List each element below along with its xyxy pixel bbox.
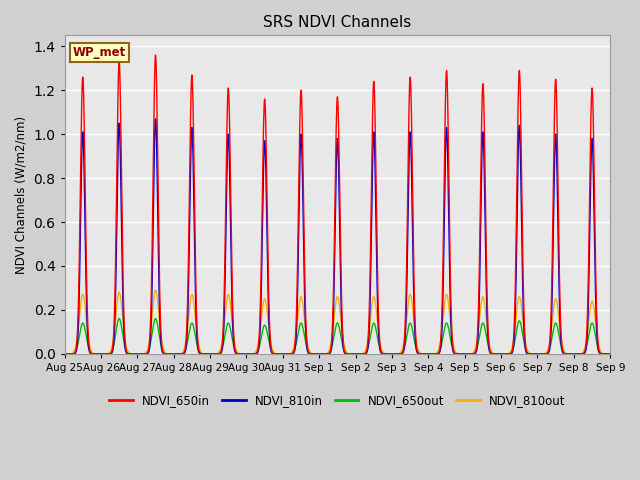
Line: NDVI_650in: NDVI_650in <box>65 55 611 354</box>
Title: SRS NDVI Channels: SRS NDVI Channels <box>263 15 412 30</box>
NDVI_810out <box>490 351 498 357</box>
NDVI_810in <box>490 351 498 357</box>
NDVI_650out <box>490 351 498 357</box>
NDVI_810out <box>605 351 612 357</box>
NDVI_650out <box>265 338 273 344</box>
NDVI_650out <box>61 351 68 357</box>
NDVI_650out <box>177 351 185 357</box>
NDVI_810in <box>605 351 612 357</box>
NDVI_650out <box>115 316 123 322</box>
NDVI_810in <box>152 116 159 121</box>
NDVI_810out <box>607 351 614 357</box>
NDVI_650in <box>490 351 498 357</box>
NDVI_810in <box>265 319 273 324</box>
NDVI_650in <box>152 52 159 58</box>
Line: NDVI_650out: NDVI_650out <box>65 319 611 354</box>
NDVI_650out <box>605 351 612 357</box>
Y-axis label: NDVI Channels (W/m2/nm): NDVI Channels (W/m2/nm) <box>15 116 28 274</box>
NDVI_650in <box>607 351 614 357</box>
Text: WP_met: WP_met <box>73 46 126 59</box>
NDVI_810out <box>265 325 273 331</box>
NDVI_810out <box>177 350 185 356</box>
NDVI_810out <box>172 351 179 357</box>
NDVI_810in <box>61 351 68 357</box>
NDVI_810out <box>61 351 68 357</box>
Line: NDVI_810in: NDVI_810in <box>65 119 611 354</box>
NDVI_810in <box>413 348 420 354</box>
NDVI_650in <box>413 345 420 350</box>
NDVI_650in <box>605 351 612 357</box>
NDVI_810out <box>152 287 159 293</box>
NDVI_650out <box>413 347 420 352</box>
NDVI_650in <box>265 300 273 306</box>
NDVI_810in <box>177 351 185 357</box>
NDVI_650out <box>607 351 614 357</box>
Legend: NDVI_650in, NDVI_810in, NDVI_650out, NDVI_810out: NDVI_650in, NDVI_810in, NDVI_650out, NDV… <box>104 389 570 411</box>
NDVI_810out <box>413 341 420 347</box>
NDVI_650in <box>177 351 185 357</box>
NDVI_810in <box>172 351 179 357</box>
NDVI_650in <box>172 351 179 357</box>
NDVI_650in <box>61 351 68 357</box>
Line: NDVI_810out: NDVI_810out <box>65 290 611 354</box>
NDVI_810in <box>607 351 614 357</box>
NDVI_650out <box>172 351 179 357</box>
